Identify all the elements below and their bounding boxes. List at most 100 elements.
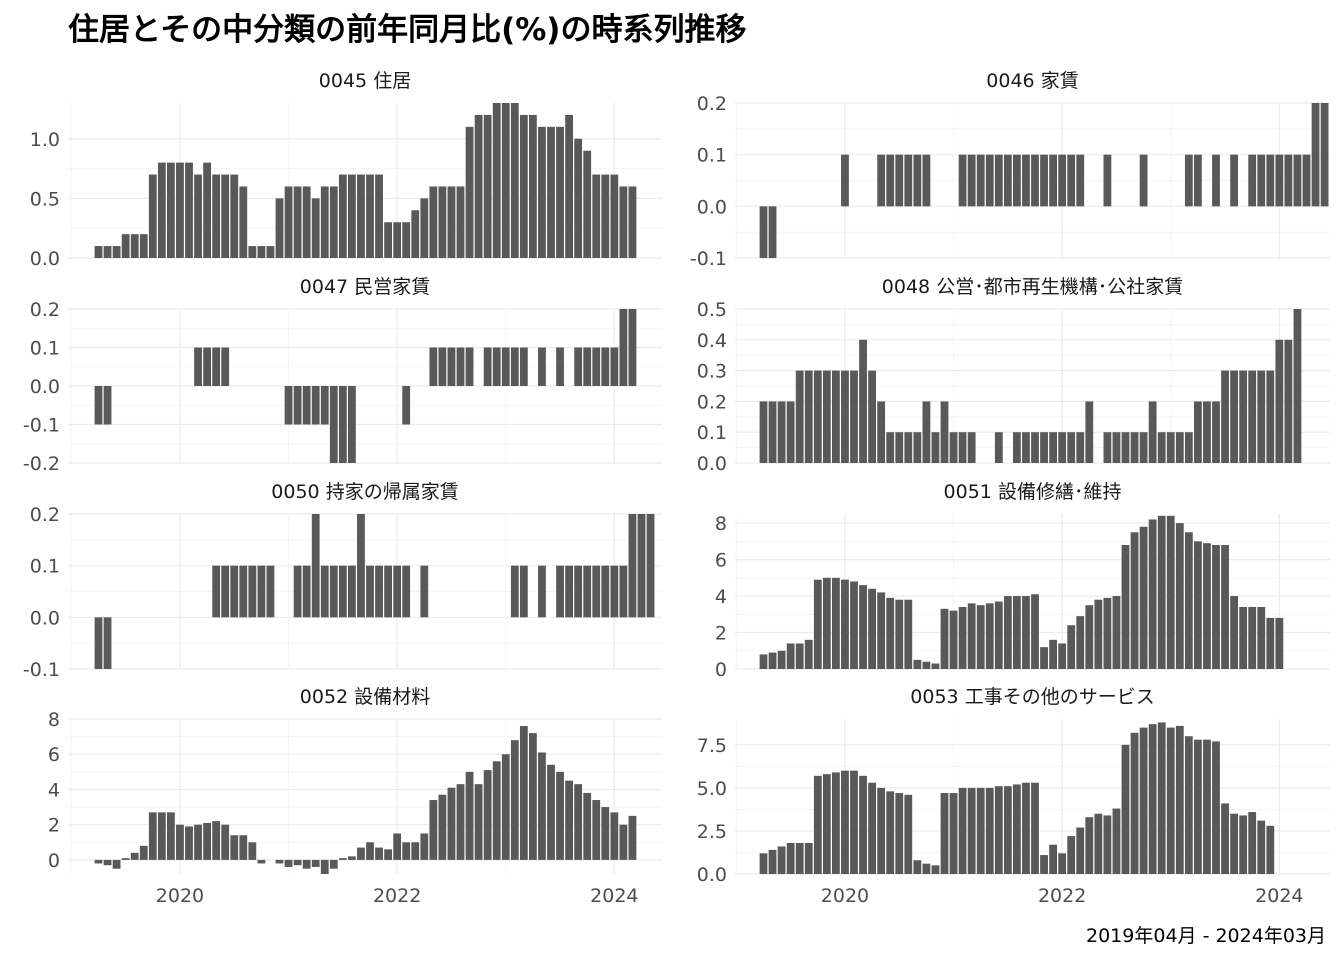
- y-tick-label: 7.5: [697, 735, 727, 757]
- bar: [1139, 432, 1148, 463]
- bar: [1076, 827, 1085, 874]
- bar: [492, 347, 501, 386]
- bar: [429, 800, 438, 860]
- bar: [420, 565, 429, 618]
- y-tick-label: -0.1: [23, 415, 60, 437]
- bar: [1221, 545, 1229, 669]
- y-tick-label: 0.5: [697, 299, 727, 321]
- bar: [940, 401, 949, 463]
- bar: [868, 588, 876, 669]
- bar: [1230, 813, 1238, 874]
- bar: [212, 821, 221, 860]
- bar: [958, 607, 967, 669]
- bar: [538, 347, 546, 386]
- y-tick-label: 0.0: [697, 196, 727, 218]
- bar: [1003, 786, 1012, 874]
- bar: [940, 608, 949, 669]
- bar: [1194, 154, 1202, 207]
- bar: [619, 824, 628, 860]
- y-tick-label: 8: [48, 709, 60, 731]
- bar: [610, 565, 619, 618]
- bar: [176, 824, 184, 860]
- bar: [348, 565, 356, 618]
- bar: [850, 370, 858, 463]
- bar: [877, 154, 886, 207]
- bar: [384, 849, 392, 860]
- bar: [1031, 154, 1039, 207]
- bar: [1022, 596, 1030, 669]
- bar: [1175, 725, 1184, 874]
- bar: [1148, 401, 1157, 463]
- bar: [121, 234, 130, 258]
- bar: [1148, 724, 1157, 874]
- bar: [850, 770, 858, 874]
- bar: [1203, 543, 1211, 669]
- bar: [601, 565, 610, 618]
- bar: [1212, 401, 1220, 463]
- bar: [1257, 370, 1266, 463]
- bar: [221, 824, 230, 860]
- bar: [194, 347, 202, 386]
- bar: [438, 186, 447, 258]
- bar: [302, 186, 311, 258]
- panel-title: 0047 民営家賃: [300, 276, 430, 298]
- bar: [832, 772, 840, 874]
- bar: [1076, 616, 1085, 669]
- bar: [601, 174, 610, 258]
- bar: [1212, 545, 1220, 669]
- bar: [103, 246, 112, 258]
- bar: [804, 843, 813, 874]
- bar: [610, 812, 619, 860]
- bar: [813, 370, 822, 463]
- bar: [519, 114, 528, 258]
- bar: [510, 565, 519, 618]
- bar: [1112, 596, 1121, 669]
- bar: [895, 793, 904, 874]
- bar: [375, 565, 383, 618]
- bar: [1067, 625, 1076, 669]
- bar: [519, 347, 528, 386]
- y-tick-label: 0.2: [30, 299, 60, 321]
- bar: [447, 186, 456, 258]
- bar: [1049, 639, 1057, 669]
- bar: [795, 643, 804, 669]
- bar: [994, 786, 1003, 874]
- x-tick-label: 2020: [821, 885, 869, 907]
- bar: [967, 787, 976, 874]
- y-tick-label: 0.3: [697, 361, 727, 383]
- bar: [212, 174, 221, 258]
- bar: [293, 186, 302, 258]
- bar: [759, 853, 768, 874]
- bar: [248, 246, 257, 258]
- bar: [366, 842, 374, 860]
- bar: [628, 186, 637, 258]
- bar: [565, 114, 573, 258]
- bar: [1293, 154, 1302, 207]
- bar: [393, 833, 402, 860]
- bar: [1130, 732, 1139, 874]
- y-tick-label: 0.0: [30, 376, 60, 398]
- bar: [185, 826, 193, 860]
- bar: [1175, 523, 1184, 669]
- bar: [768, 849, 777, 874]
- bar: [538, 126, 546, 258]
- bar: [257, 565, 266, 618]
- bar: [592, 347, 601, 386]
- bar: [311, 198, 320, 258]
- bar: [1031, 432, 1039, 463]
- bar: [1085, 817, 1094, 874]
- bar: [429, 347, 438, 386]
- bar: [320, 859, 329, 874]
- y-tick-label: 6: [48, 744, 60, 766]
- bar: [556, 565, 564, 618]
- bar: [375, 174, 383, 258]
- bar: [94, 617, 103, 669]
- bar: [768, 652, 777, 669]
- bar: [958, 154, 967, 207]
- bar: [311, 859, 320, 867]
- bar: [510, 347, 519, 386]
- bar: [574, 784, 583, 860]
- bar: [320, 565, 329, 618]
- bar: [302, 859, 311, 869]
